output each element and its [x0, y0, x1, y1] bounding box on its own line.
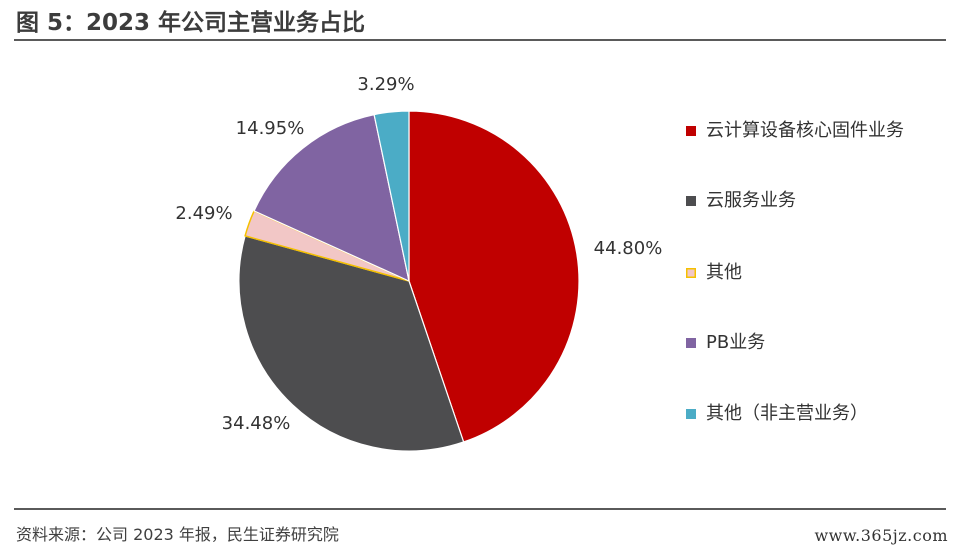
pie-slice-5	[373, 110, 410, 282]
legend-swatch-5	[686, 409, 696, 419]
pie-slices	[238, 110, 580, 452]
legend-label-5: 其他（非主营业务）	[706, 403, 868, 424]
legend-swatch-3	[686, 268, 696, 278]
legend-item-2: 云服务业务	[686, 188, 926, 214]
legend-swatch-2	[686, 196, 696, 206]
watermark: www.365jz.com	[814, 526, 948, 545]
data-label-4: 14.95%	[236, 118, 305, 139]
legend-item-3: 其他	[686, 260, 926, 286]
legend-swatch-4	[686, 338, 696, 348]
legend-label-4: PB业务	[706, 332, 766, 353]
legend-label-2: 云服务业务	[706, 190, 796, 211]
title-divider	[14, 39, 946, 41]
pie-slice-1	[408, 110, 580, 443]
chart-title: 图 5：2023 年公司主营业务占比	[16, 10, 366, 36]
legend-item-5: 其他（非主营业务）	[686, 401, 926, 427]
legend-item-4: PB业务	[686, 330, 926, 356]
data-label-2: 34.48%	[222, 413, 291, 434]
legend-label-1: 云计算设备核心固件业务	[706, 120, 904, 141]
pie-slice-4	[253, 114, 410, 282]
source-divider	[14, 508, 946, 510]
data-label-3: 2.49%	[175, 203, 232, 224]
data-label-1: 44.80%	[594, 238, 663, 259]
legend-label-3: 其他	[706, 262, 742, 283]
pie-labels: 44.80% 34.48% 2.49% 14.95% 3.29%	[175, 74, 662, 434]
legend-swatch-1	[686, 126, 696, 136]
data-label-5: 3.29%	[357, 74, 414, 95]
legend-item-1: 云计算设备核心固件业务	[686, 118, 926, 144]
source-note: 资料来源：公司 2023 年报，民生证券研究院	[16, 525, 339, 544]
pie-slice-2	[238, 235, 465, 452]
